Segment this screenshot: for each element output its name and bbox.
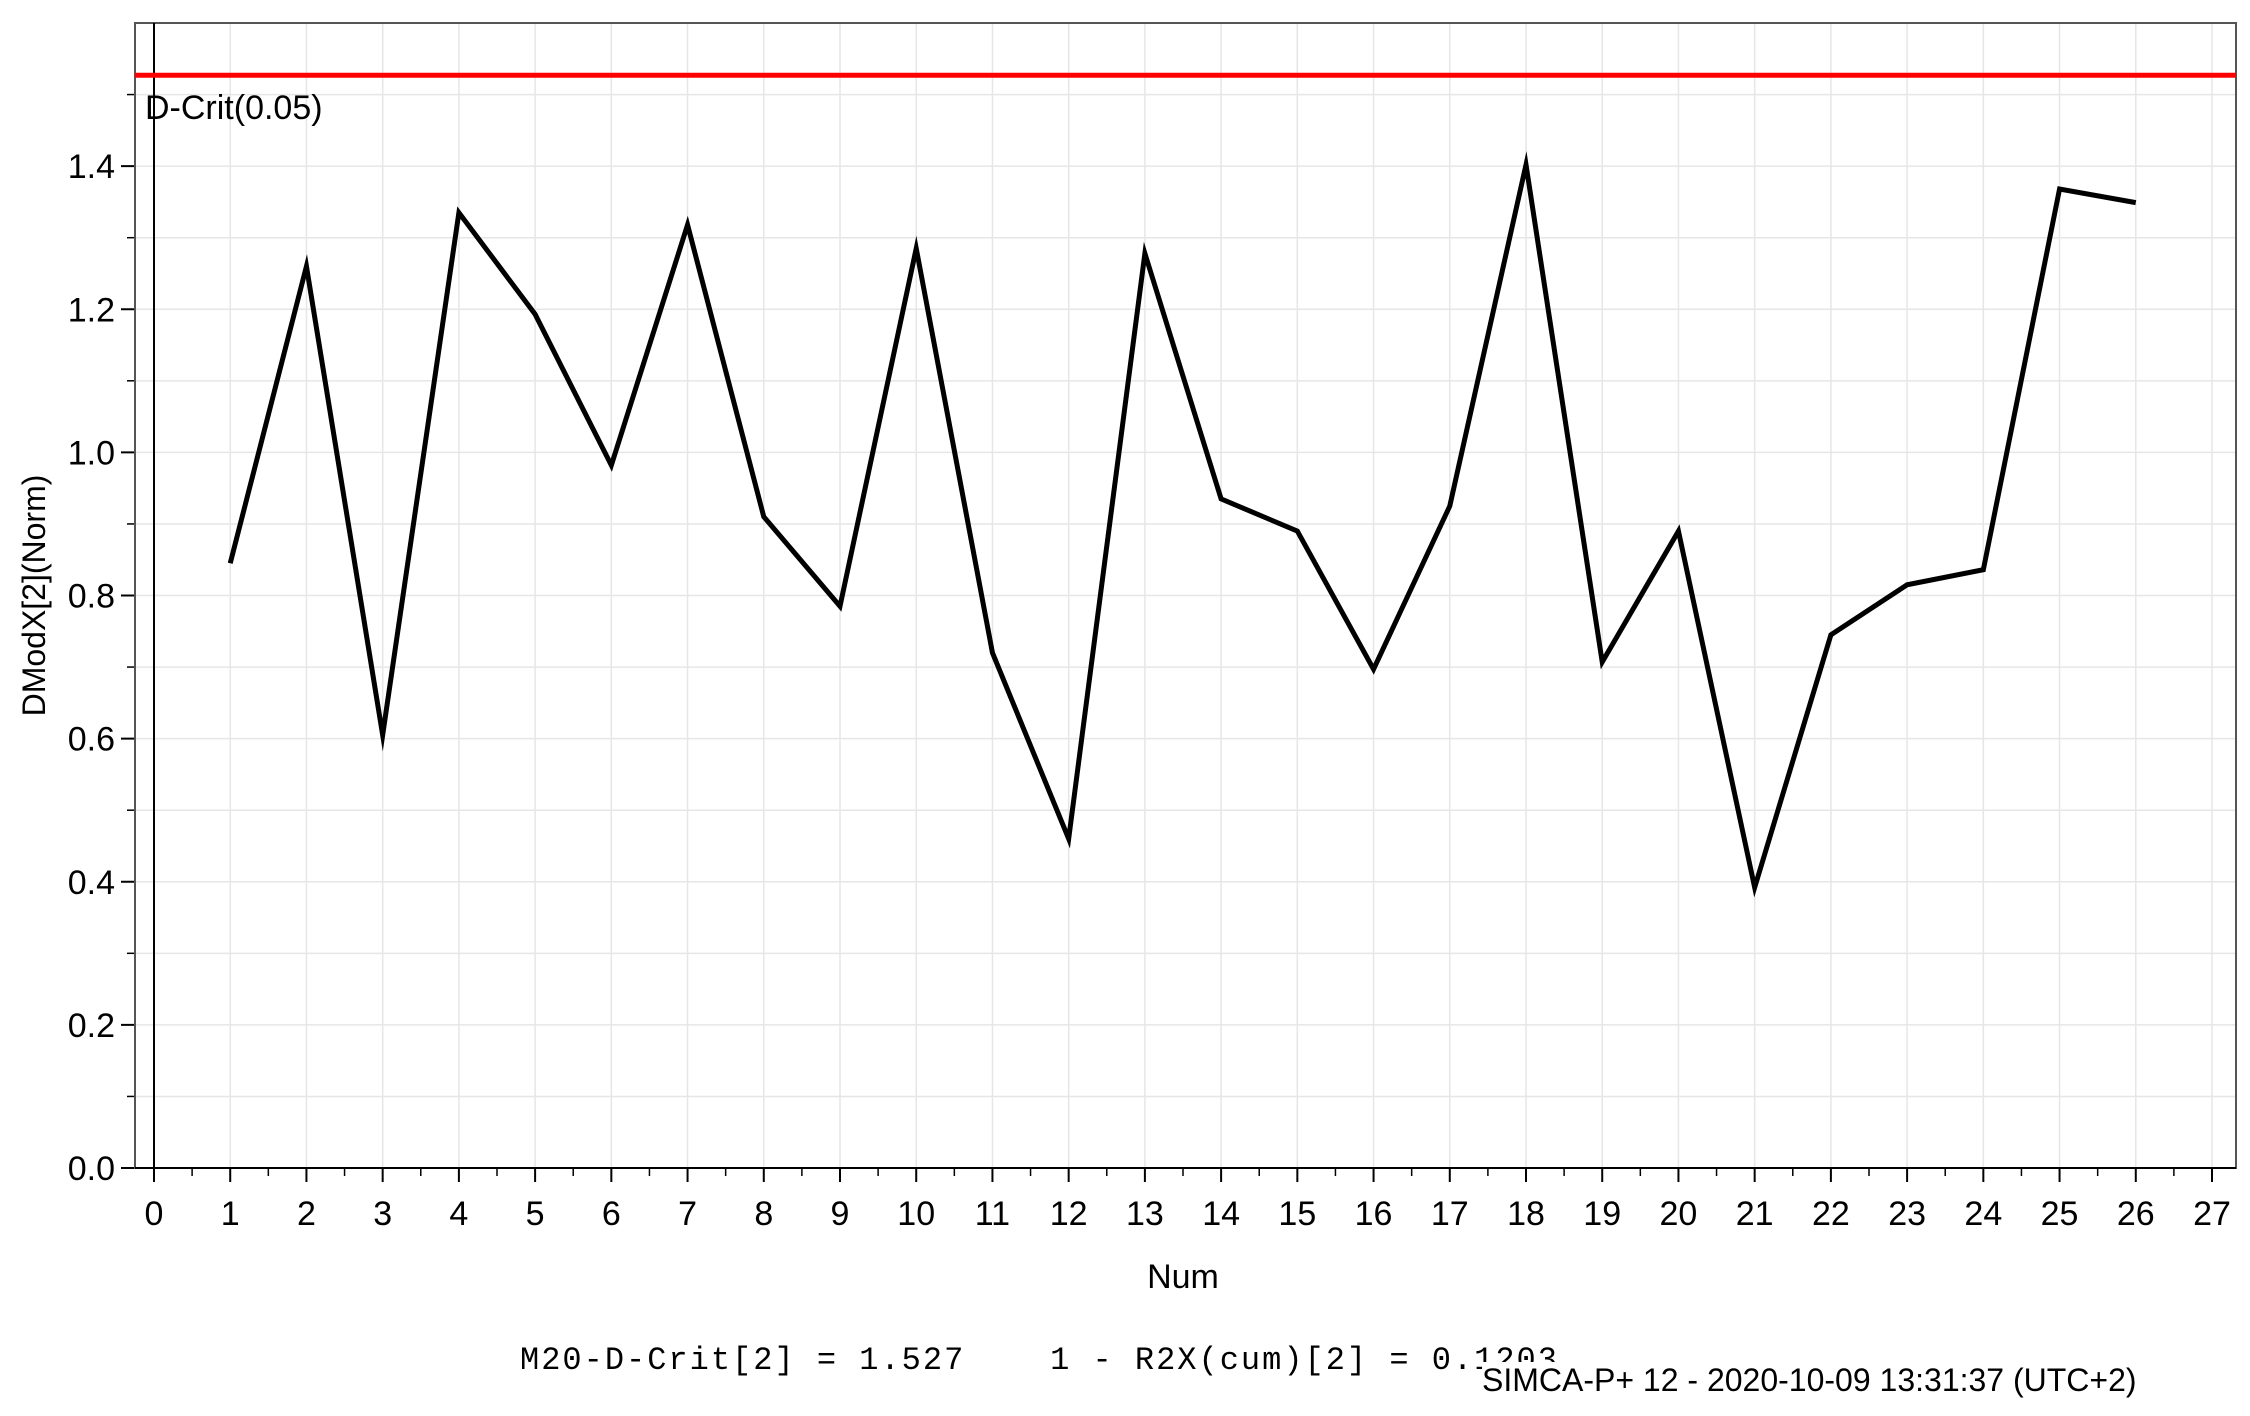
y-tick-label: 0.6 [68, 721, 115, 759]
y-tick-label: 0.8 [68, 578, 115, 616]
x-tick-label: 22 [1812, 1195, 1850, 1233]
x-tick-label: 19 [1583, 1195, 1621, 1233]
x-tick-label: 16 [1355, 1195, 1393, 1233]
x-tick-label: 11 [975, 1195, 1010, 1233]
x-tick-label: 25 [2041, 1195, 2079, 1233]
x-tick-label: 20 [1660, 1195, 1698, 1233]
y-tick-label: 0.2 [68, 1007, 115, 1045]
reference-line-label: D-Crit(0.05) [145, 89, 323, 127]
y-axis-label: DModX[2](Norm) [16, 475, 52, 717]
x-tick-label: 6 [602, 1195, 621, 1233]
y-tick-label: 1.0 [68, 434, 115, 472]
series-group [227, 151, 2137, 898]
x-tick-label: 13 [1126, 1195, 1164, 1233]
series-line [227, 151, 2137, 898]
footer-stamp: SIMCA-P+ 12 - 2020-10-09 13:31:37 (UTC+2… [1482, 1362, 2137, 1399]
footer-formula: M20-D-Crit[2] = 1.527 1 - R2X(cum)[2] = … [520, 1342, 1559, 1379]
x-tick-label: 1 [221, 1195, 240, 1233]
x-tick-label: 0 [145, 1195, 164, 1233]
y-tick-label: 0.4 [68, 864, 115, 902]
x-tick-label: 14 [1202, 1195, 1240, 1233]
x-tick-label: 24 [1964, 1195, 2002, 1233]
x-tick-label: 10 [897, 1195, 935, 1233]
x-tick-label: 5 [526, 1195, 545, 1233]
x-tick-label: 2 [297, 1195, 316, 1233]
x-tick-label: 4 [449, 1195, 468, 1233]
x-tick-label: 7 [678, 1195, 697, 1233]
x-tick-label: 27 [2193, 1195, 2231, 1233]
x-tick-label: 17 [1431, 1195, 1469, 1233]
x-tick-label: 18 [1507, 1195, 1545, 1233]
y-tick-label: 0.0 [68, 1150, 115, 1188]
x-axis-label: Num [1147, 1258, 1219, 1296]
tick-labels: 0 1 2 3 4 5 6 7 8 9 10 11 12 13 14 15 16 17 18 19 20 21 22 23 24… [68, 148, 2231, 1233]
axes [134, 22, 2237, 1169]
x-tick-label: 21 [1736, 1195, 1774, 1233]
y-tick-label: 1.2 [68, 291, 115, 329]
grid [135, 23, 2236, 1168]
x-tick-label: 3 [373, 1195, 392, 1233]
x-tick-label: 15 [1278, 1195, 1316, 1233]
x-tick-label: 9 [831, 1195, 850, 1233]
x-tick-label: 26 [2117, 1195, 2155, 1233]
x-tick-label: 12 [1050, 1195, 1088, 1233]
x-tick-label: 8 [754, 1195, 773, 1233]
y-tick-label: 1.4 [68, 148, 115, 186]
x-tick-label: 23 [1888, 1195, 1926, 1233]
axis-ticks [121, 93, 2213, 1182]
